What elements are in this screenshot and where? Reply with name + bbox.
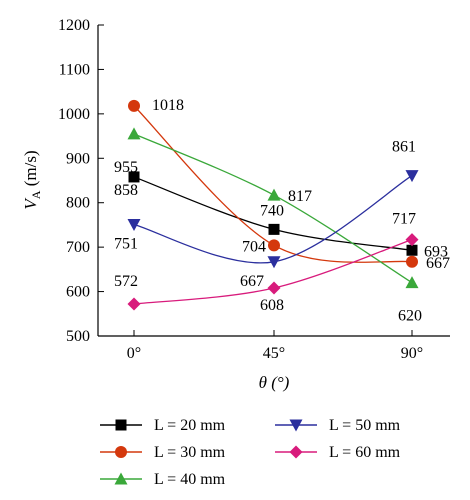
- legend-item: L = 40 mm: [100, 471, 226, 488]
- y-tick-label: 1000: [58, 106, 90, 123]
- data-point-marker: [406, 244, 418, 256]
- data-point-marker: [127, 127, 141, 140]
- data-labels: 858 740 693 1018 704 667 955 817 620 751 667 861 572…: [114, 97, 450, 325]
- x-ticks: 0° 45° 90°: [127, 330, 423, 362]
- data-label: 861: [392, 139, 416, 156]
- data-point-marker: [267, 281, 281, 295]
- legend-label: L = 30 mm: [154, 444, 226, 461]
- series-line: [133, 105, 413, 264]
- y-tick-label: 900: [66, 150, 90, 167]
- y-ticks: 500 600 700 800 900 1000 1100 1200: [58, 17, 104, 345]
- y-tick-label: 500: [66, 328, 90, 345]
- legend-marker: [115, 446, 127, 458]
- data-label: 608: [260, 297, 284, 314]
- data-label: 704: [242, 238, 266, 255]
- data-label: 740: [260, 202, 284, 219]
- legend-item: L = 30 mm: [100, 444, 226, 461]
- y-tick-label: 800: [66, 195, 90, 212]
- data-point-marker: [405, 170, 419, 183]
- data-point-marker: [405, 276, 419, 289]
- legend-label: L = 50 mm: [329, 417, 401, 434]
- legend-marker: [115, 419, 127, 431]
- series-markers: [127, 99, 419, 311]
- data-point-marker: [267, 256, 281, 269]
- data-point-marker: [267, 188, 281, 201]
- legend-label: L = 60 mm: [329, 444, 401, 461]
- data-label: 620: [398, 308, 422, 325]
- data-point-marker: [128, 171, 140, 183]
- legend-item: L = 20 mm: [100, 417, 226, 434]
- data-label: 693: [424, 243, 448, 260]
- legend: L = 20 mm L = 30 mm L = 40 mm L = 50 mm L = …: [100, 417, 401, 488]
- data-point-marker: [127, 218, 141, 231]
- y-tick-label: 700: [66, 239, 90, 256]
- legend-marker: [114, 472, 128, 485]
- legend-item: L = 50 mm: [275, 417, 401, 434]
- y-tick-label: 1100: [59, 61, 90, 78]
- data-label: 751: [114, 235, 138, 252]
- data-label: 667: [426, 255, 450, 272]
- x-tick-label: 0°: [127, 345, 141, 362]
- y-tick-label: 600: [66, 284, 90, 301]
- data-label: 858: [114, 182, 138, 199]
- data-point-marker: [128, 99, 140, 112]
- svg-text:VA (m/s): VA (m/s): [21, 150, 43, 209]
- data-point-marker: [405, 233, 419, 247]
- legend-item: L = 60 mm: [275, 444, 401, 461]
- data-point-marker: [406, 255, 418, 268]
- data-label: 572: [114, 273, 138, 290]
- data-point-marker: [268, 239, 280, 252]
- data-label: 717: [392, 211, 416, 228]
- x-axis-title: θ (°): [259, 373, 290, 392]
- y-tick-label: 1200: [58, 17, 90, 34]
- x-tick-label: 90°: [401, 345, 423, 362]
- data-label: 1018: [152, 97, 184, 114]
- data-point-marker: [268, 223, 280, 235]
- legend-label: L = 20 mm: [154, 417, 226, 434]
- data-label: 667: [240, 273, 264, 290]
- x-tick-label: 45°: [263, 345, 285, 362]
- legend-marker: [289, 419, 303, 432]
- legend-marker: [289, 445, 303, 459]
- data-label: 817: [288, 188, 312, 205]
- data-point-marker: [127, 297, 141, 311]
- data-label: 955: [114, 159, 138, 176]
- y-axis-title: VA (m/s): [21, 150, 43, 209]
- legend-label: L = 40 mm: [154, 471, 226, 488]
